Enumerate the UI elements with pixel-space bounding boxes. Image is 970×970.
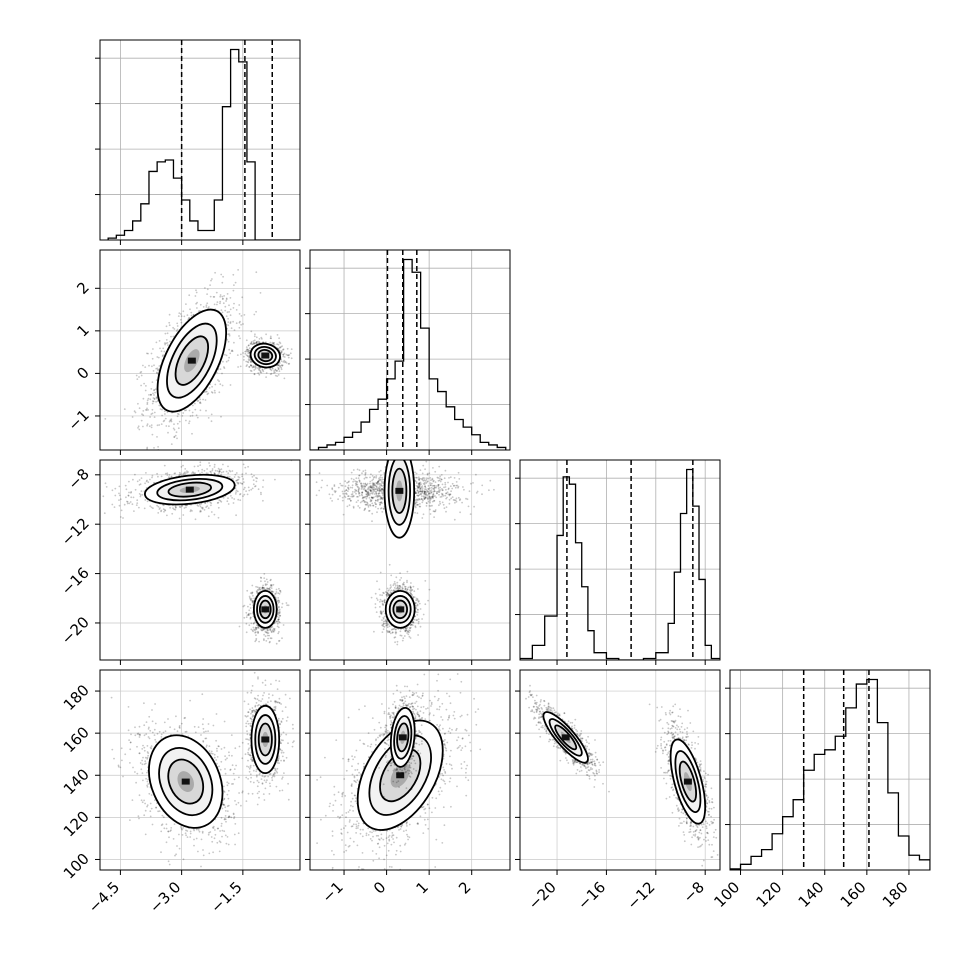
y-tick-label-3-2: 140 <box>60 765 93 798</box>
panel-frame <box>99 459 301 661</box>
density-peak-0-3-1 <box>261 736 270 743</box>
histogram-bars-2 <box>520 468 720 660</box>
x-tick-label-0-0: −4.5 <box>85 878 123 916</box>
density-peak-0-1-0 <box>187 357 196 364</box>
x-tick-label-2-3: −8 <box>680 878 708 906</box>
panel-frame <box>99 249 301 451</box>
panel-frame <box>729 669 931 871</box>
y-tick-label-3-1: 120 <box>60 807 93 840</box>
x-tick-label-1-2: 1 <box>412 878 431 897</box>
histogram-panel-2 <box>515 459 721 661</box>
x-tick-label-3-1: 120 <box>752 878 785 911</box>
x-tick-label-1-1: 0 <box>370 878 389 897</box>
panel-frame <box>519 459 721 661</box>
scatter-panel-0-1 <box>99 249 301 451</box>
histogram-panel-1 <box>305 249 511 451</box>
density-peak-0-2-0 <box>185 486 194 493</box>
panel-frame <box>309 249 511 451</box>
panel-frame <box>309 669 511 871</box>
y-tick-label-1-1: 0 <box>73 364 92 383</box>
x-tick-label-3-2: 140 <box>795 878 828 911</box>
scatter-panel-1-2 <box>309 459 511 661</box>
y-tick-label-1-2: 1 <box>73 321 92 340</box>
x-tick-label-3-4: 180 <box>879 878 912 911</box>
x-tick-label-2-1: −16 <box>574 878 609 913</box>
x-tick-label-0-2: −1.5 <box>207 878 245 916</box>
histogram-bars-1 <box>310 258 507 450</box>
scatter-panel-2-3 <box>519 669 721 871</box>
density-peak-1-3-1 <box>398 734 407 741</box>
density-peak-2-3-0 <box>561 734 570 741</box>
panel-frame <box>99 669 301 871</box>
y-tick-label-2-3: −8 <box>64 465 92 493</box>
y-tick-label-1-0: −1 <box>64 406 92 434</box>
scatter-panel-0-3 <box>99 669 301 871</box>
y-tick-label-2-1: −16 <box>58 564 93 599</box>
density-peak-1-3-0 <box>396 772 405 779</box>
scatter-panel-0-2 <box>99 459 301 661</box>
panel-frame <box>309 459 511 661</box>
x-tick-label-1-0: −1 <box>318 878 346 906</box>
histogram-bars-3 <box>730 678 930 870</box>
x-tick-label-3-3: 160 <box>837 878 870 911</box>
histogram-panel-3 <box>725 669 931 871</box>
x-tick-label-1-3: 2 <box>455 878 474 897</box>
histogram-bars-0 <box>107 48 300 240</box>
histogram-panel-0 <box>95 39 301 241</box>
y-tick-label-3-0: 100 <box>60 850 93 883</box>
panel-frame <box>519 669 721 871</box>
y-tick-label-2-0: −20 <box>58 613 93 648</box>
x-tick-label-2-2: −12 <box>624 878 659 913</box>
density-peak-2-3-1 <box>683 778 692 785</box>
y-tick-label-1-3: 2 <box>73 278 92 297</box>
density-peak-0-1-1 <box>261 352 270 359</box>
density-peak-1-2-1 <box>396 606 405 613</box>
x-tick-label-0-1: −3.0 <box>146 878 184 916</box>
y-tick-label-3-3: 160 <box>60 723 93 756</box>
panel-frame <box>99 39 301 241</box>
y-tick-label-2-2: −12 <box>58 514 93 549</box>
density-peak-1-2-0 <box>395 487 404 494</box>
x-tick-label-2-0: −20 <box>525 878 560 913</box>
density-peak-0-2-1 <box>261 606 270 613</box>
y-tick-label-3-4: 180 <box>60 681 93 714</box>
x-tick-label-3-0: 100 <box>710 878 743 911</box>
scatter-panel-1-3 <box>309 669 511 871</box>
density-peak-0-3-0 <box>181 778 190 785</box>
